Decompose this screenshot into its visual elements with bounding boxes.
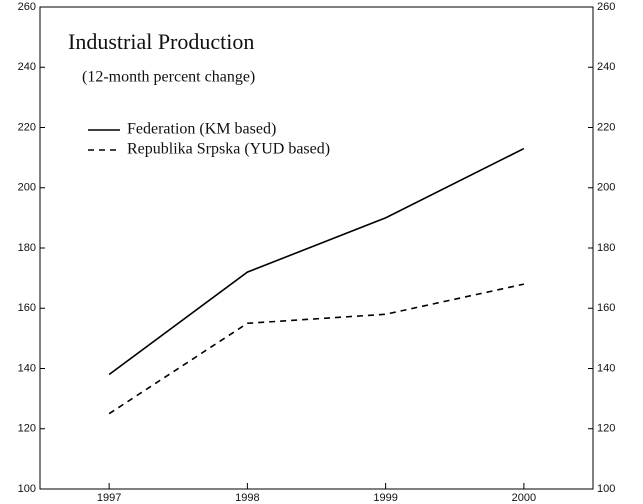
legend-label: Republika Srpska (YUD based) xyxy=(127,141,330,158)
x-tick-label: 2000 xyxy=(512,492,536,504)
y-tick-label: 260 xyxy=(18,1,36,13)
y-tick-label: 140 xyxy=(18,362,36,374)
y-tick-label: 120 xyxy=(18,423,36,435)
y-tick-label: 160 xyxy=(18,302,36,314)
y2-tick-label: 240 xyxy=(597,61,615,73)
chart-title: Industrial Production xyxy=(68,29,254,54)
y-tick-label: 100 xyxy=(18,483,36,495)
y2-tick-label: 220 xyxy=(597,121,615,133)
y2-tick-label: 160 xyxy=(597,302,615,314)
y-tick-label: 180 xyxy=(18,242,36,254)
y-tick-label: 200 xyxy=(18,182,36,194)
y2-tick-label: 260 xyxy=(597,1,615,13)
y2-tick-label: 120 xyxy=(597,423,615,435)
y2-tick-label: 140 xyxy=(597,362,615,374)
series-line xyxy=(108,147,525,376)
y2-tick-label: 200 xyxy=(597,182,615,194)
y2-tick-label: 100 xyxy=(597,483,615,495)
y-tick-label: 220 xyxy=(18,121,36,133)
y2-tick-label: 180 xyxy=(597,242,615,254)
x-tick-label: 1999 xyxy=(373,492,397,504)
series-line xyxy=(108,283,525,415)
chart-subtitle: (12-month percent change) xyxy=(82,69,255,86)
x-tick-label: 1998 xyxy=(235,492,259,504)
y-tick-label: 240 xyxy=(18,61,36,73)
x-tick-label: 1997 xyxy=(97,492,121,504)
legend-label: Federation (KM based) xyxy=(127,121,276,138)
